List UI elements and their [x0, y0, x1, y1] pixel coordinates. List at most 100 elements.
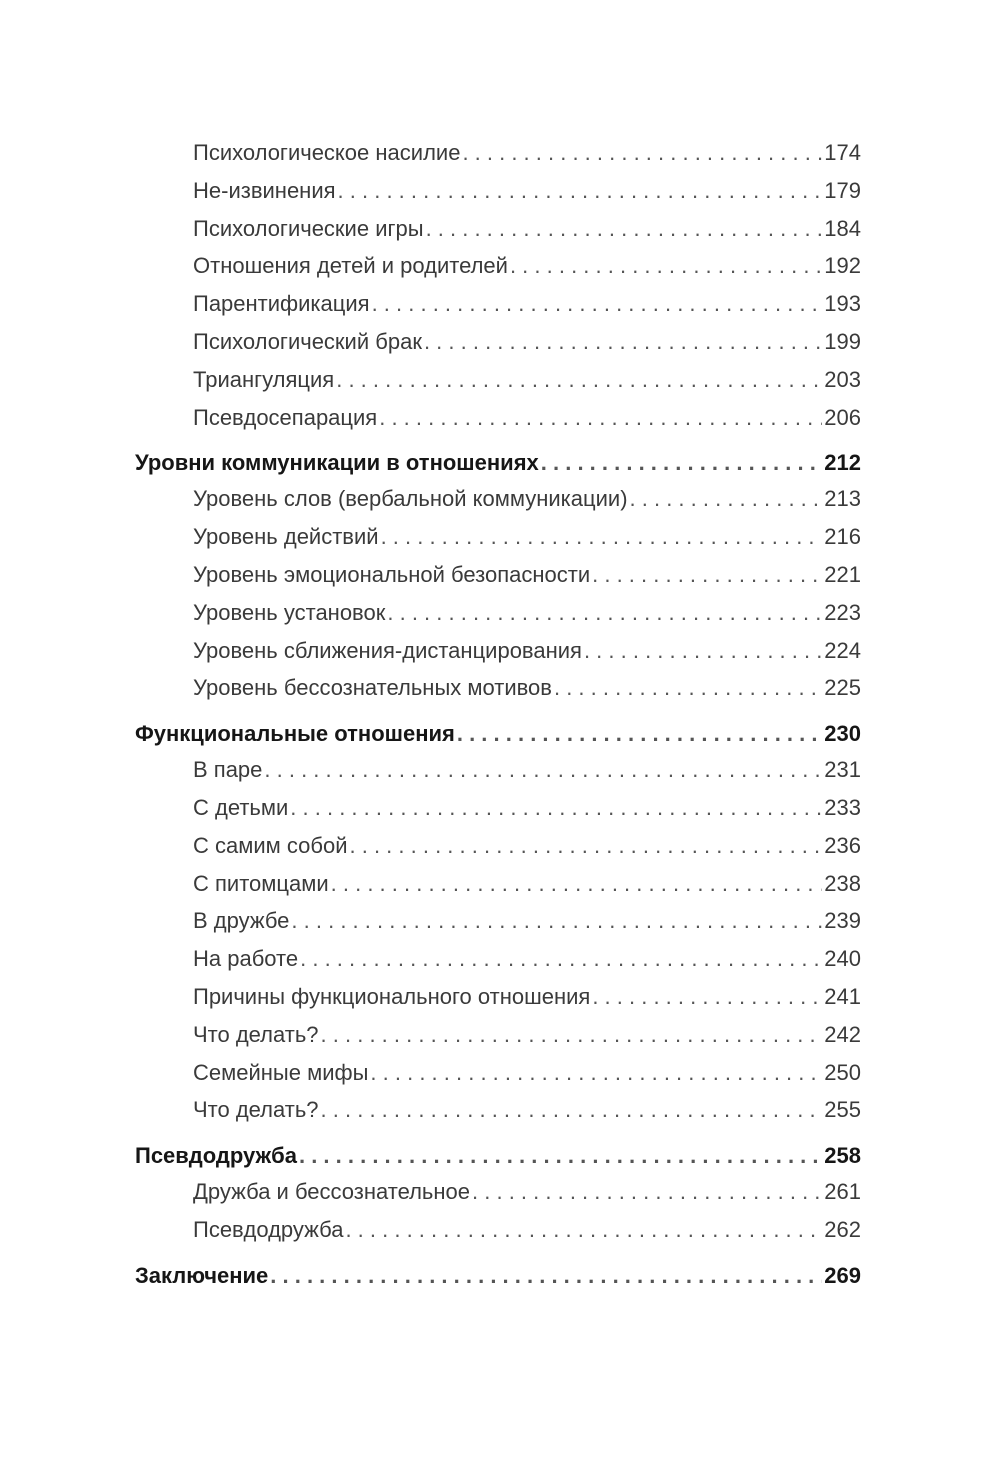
page-number: 216 — [824, 524, 861, 550]
page-number: 224 — [824, 637, 861, 663]
toc-section-entry[interactable]: Психологические игры 184 — [135, 210, 861, 248]
page-number: 221 — [824, 561, 861, 587]
toc-section-entry[interactable]: Уровень эмоциональной безопасности 221 — [135, 556, 861, 594]
page-number: 203 — [824, 366, 861, 392]
entry-title: Не-извинения — [193, 177, 336, 203]
entry-title: В паре — [193, 757, 263, 783]
dot-leader — [372, 285, 823, 323]
dot-leader — [630, 480, 823, 518]
entry-title: Что делать? — [193, 1097, 319, 1123]
dot-leader — [370, 1054, 822, 1092]
toc-section-entry[interactable]: Псевдосепарация 206 — [135, 399, 861, 437]
entry-title: Психологический брак — [193, 328, 422, 354]
entry-title: Уровень сближения-дистанцирования — [193, 637, 582, 663]
toc-section-entry[interactable]: С детьми 233 — [135, 789, 861, 827]
page-number: 199 — [824, 328, 861, 354]
page-number: 239 — [824, 908, 861, 934]
toc-section-entry[interactable]: Отношения детей и родителей 192 — [135, 247, 861, 285]
toc-chapter-entry[interactable]: Заключение 269 — [135, 1257, 861, 1295]
dot-leader — [299, 1137, 822, 1175]
dot-leader — [592, 556, 822, 594]
dot-leader — [321, 1091, 823, 1129]
page-number: 240 — [824, 946, 861, 972]
page-number: 230 — [824, 721, 861, 747]
entry-title: В дружбе — [193, 908, 290, 934]
page-number: 223 — [824, 599, 861, 625]
toc-section-entry[interactable]: Что делать? 255 — [135, 1091, 861, 1129]
entry-title: Уровни коммуникации в отношениях — [135, 450, 539, 476]
page-number: 225 — [824, 675, 861, 701]
dot-leader — [270, 1257, 822, 1295]
toc-section-entry[interactable]: Дружба и бессознательное 261 — [135, 1173, 861, 1211]
page-number: 193 — [824, 291, 861, 317]
dot-leader — [426, 210, 823, 248]
toc-section-entry[interactable]: Уровень установок 223 — [135, 594, 861, 632]
toc-section-entry[interactable]: Уровень действий 216 — [135, 518, 861, 556]
toc-section-entry[interactable]: Псевдодружба 262 — [135, 1211, 861, 1249]
entry-title: Псевдодружба — [193, 1216, 344, 1242]
toc-section-entry[interactable]: Что делать? 242 — [135, 1016, 861, 1054]
entry-title: Уровень действий — [193, 524, 379, 550]
toc-section-entry[interactable]: В дружбе 239 — [135, 902, 861, 940]
entry-title: Уровень эмоциональной безопасности — [193, 561, 591, 587]
page-number: 192 — [824, 253, 861, 279]
toc-section-entry[interactable]: Психологический брак 199 — [135, 323, 861, 361]
entry-title: Дружба и бессознательное — [193, 1179, 471, 1205]
entry-title: Отношения детей и родителей — [193, 253, 508, 279]
toc-section-entry[interactable]: Уровень бессознательных мотивов 225 — [135, 669, 861, 707]
dot-leader — [264, 751, 822, 789]
toc-chapter-entry[interactable]: Функциональные отношения 230 — [135, 715, 861, 753]
page-number: 236 — [824, 832, 861, 858]
dot-leader — [331, 865, 823, 903]
toc-section-entry[interactable]: Парентификация 193 — [135, 285, 861, 323]
toc-section-entry[interactable]: Психологическое насилие 174 — [135, 134, 861, 172]
entry-title: Психологическое насилие — [193, 140, 461, 165]
entry-title: Что делать? — [193, 1021, 319, 1047]
page-number: 241 — [824, 983, 861, 1009]
entry-title: Причины функционального отношения — [193, 983, 591, 1009]
page-number: 231 — [824, 757, 861, 783]
toc-section-entry[interactable]: Уровень сближения-дистанцирования 224 — [135, 632, 861, 670]
dot-leader — [387, 594, 822, 632]
dot-leader — [510, 247, 822, 285]
entry-title: Уровень бессознательных мотивов — [193, 675, 552, 701]
toc-section-entry[interactable]: В паре 231 — [135, 751, 861, 789]
entry-title: С питомцами — [193, 870, 329, 896]
dot-leader — [290, 789, 822, 827]
dot-leader — [457, 715, 822, 753]
page-number: 269 — [824, 1262, 861, 1288]
entry-title: Заключение — [135, 1262, 269, 1288]
toc-section-entry[interactable]: С самим собой 236 — [135, 827, 861, 865]
toc-chapter-entry[interactable]: Уровни коммуникации в отношениях 212 — [135, 444, 861, 482]
page-number: 233 — [824, 794, 861, 820]
dot-leader — [381, 518, 823, 556]
entry-title: Семейные мифы — [193, 1059, 369, 1085]
dot-leader — [584, 632, 822, 670]
toc-section-entry[interactable]: С питомцами 238 — [135, 865, 861, 903]
entry-title: С детьми — [193, 794, 289, 820]
page-number: 261 — [824, 1179, 861, 1205]
dot-leader — [345, 1211, 822, 1249]
page-number: 206 — [824, 404, 861, 430]
entry-title: На работе — [193, 946, 299, 972]
toc-section-entry[interactable]: Семейные мифы 250 — [135, 1054, 861, 1092]
entry-title: Уровень установок — [193, 599, 386, 625]
toc-section-entry[interactable]: Причины функционального отношения 241 — [135, 978, 861, 1016]
entry-title: Псевдодружба — [135, 1143, 297, 1169]
dot-leader — [592, 978, 822, 1016]
page-number: 212 — [824, 450, 861, 476]
dot-leader — [321, 1016, 823, 1054]
toc-chapter-entry[interactable]: Псевдодружба 258 — [135, 1137, 861, 1175]
page-number: 255 — [824, 1097, 861, 1123]
dot-leader — [379, 399, 822, 437]
entry-title: Функциональные отношения — [135, 721, 455, 747]
dot-leader — [554, 669, 822, 707]
toc-section-entry[interactable]: Триангуляция 203 — [135, 361, 861, 399]
toc-section-entry[interactable]: Не-извинения 179 — [135, 172, 861, 210]
dot-leader — [472, 1173, 822, 1211]
toc-section-entry[interactable]: На работе 240 — [135, 940, 861, 978]
toc-section-entry[interactable]: Уровень слов (вербальной коммуникации) 21… — [135, 480, 861, 518]
dot-leader — [291, 902, 822, 940]
entry-title: Триангуляция — [193, 366, 335, 392]
page-number: 262 — [824, 1216, 861, 1242]
